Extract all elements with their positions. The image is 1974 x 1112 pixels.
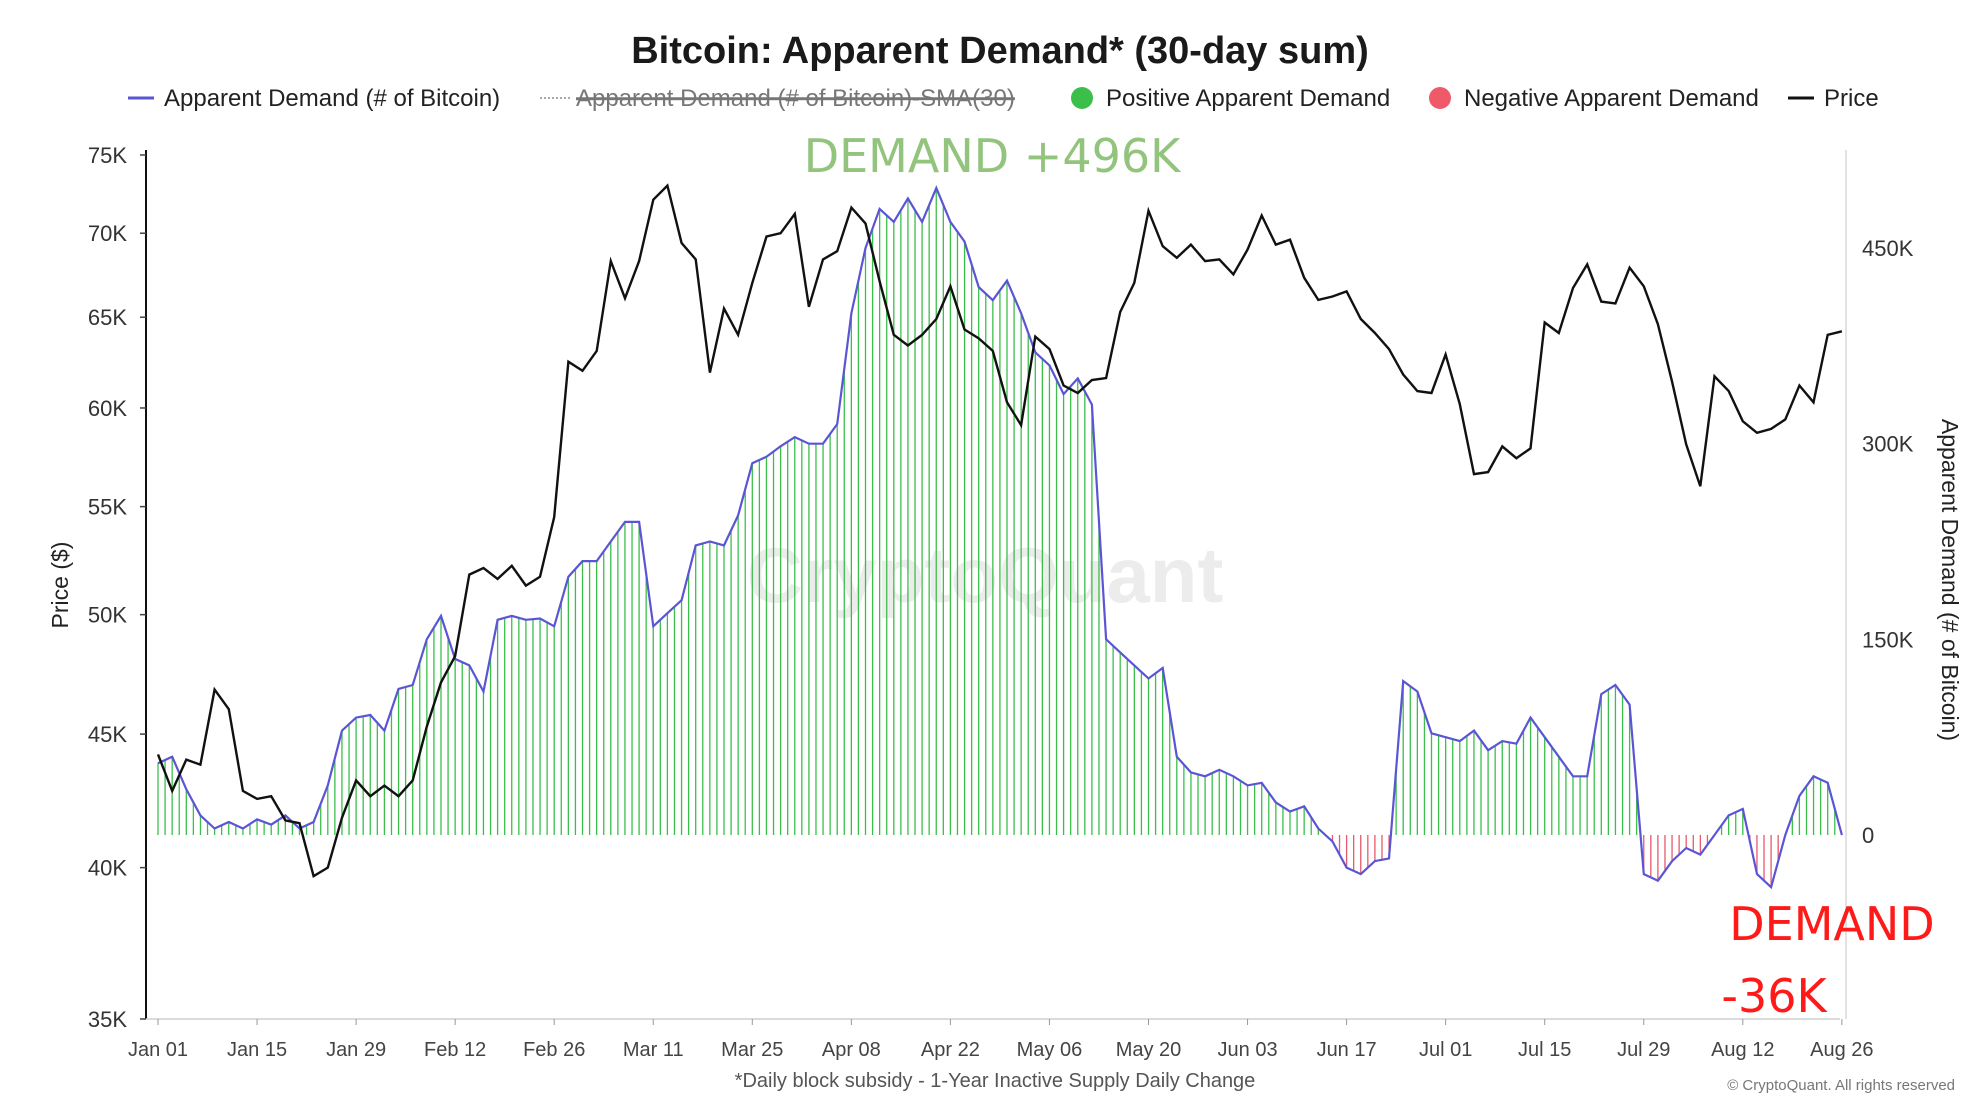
right-axis-ticks: 450K 300K 150K 0	[1862, 236, 1914, 848]
x-tick-label: Feb 12	[424, 1039, 486, 1061]
x-tick-label: Jan 01	[128, 1039, 188, 1061]
left-tick-label: 70K	[88, 221, 127, 246]
legend-item-1[interactable]: Apparent Demand (# of Bitcoin)-SMA(30)	[540, 85, 1015, 112]
copyright: © CryptoQuant. All rights reserved	[1727, 1077, 1955, 1094]
legend-label: Negative Apparent Demand	[1464, 85, 1759, 112]
left-tick-label: 60K	[88, 396, 127, 421]
legend-label: Positive Apparent Demand	[1106, 85, 1390, 112]
x-tick-label: May 20	[1116, 1039, 1182, 1061]
x-tick-label: May 06	[1017, 1039, 1083, 1061]
right-axis-title: Apparent Demand (# of Bitcoin)	[1937, 419, 1963, 741]
apparent-demand-line	[157, 185, 1843, 890]
x-tick-label: Aug 26	[1810, 1039, 1873, 1061]
x-tick-label: Jul 29	[1617, 1039, 1670, 1061]
x-tick-label: Mar 11	[623, 1039, 684, 1061]
annotation-2: -36K	[1721, 969, 1828, 1023]
right-tick-label: 300K	[1862, 432, 1914, 457]
annotation-1: DEMAND	[1729, 897, 1934, 951]
x-tick-label: Jan 29	[326, 1039, 386, 1061]
annotations: DEMAND +496K DEMAND -36K	[804, 129, 1935, 1023]
right-tick-label: 150K	[1862, 627, 1914, 652]
footnote: *Daily block subsidy - 1-Year Inactive S…	[735, 1070, 1256, 1092]
legend-item-2[interactable]: Positive Apparent Demand	[1071, 85, 1390, 112]
left-tick-label: 50K	[88, 603, 127, 628]
annotation-0: DEMAND +496K	[804, 129, 1182, 183]
x-tick-label: Mar 25	[721, 1039, 783, 1061]
left-axis-ticks: 75K 70K 65K 60K 55K 50K 45K 40K 35K	[88, 143, 146, 1032]
price-line	[156, 183, 1843, 879]
left-tick-label: 40K	[88, 856, 127, 881]
legend-label: Price	[1824, 85, 1879, 112]
left-tick-label: 75K	[88, 143, 127, 168]
legend-item-3[interactable]: Negative Apparent Demand	[1429, 85, 1759, 112]
x-tick-label: Jun 17	[1317, 1039, 1377, 1061]
x-tick-label: Apr 22	[921, 1039, 980, 1061]
left-tick-label: 65K	[88, 305, 127, 330]
x-axis-ticks: Jan 01 Jan 15 Jan 29 Feb 12 Feb 26 Mar 11 Mar …	[128, 1019, 1874, 1061]
left-tick-label: 45K	[88, 722, 127, 747]
legend-swatch	[1429, 87, 1451, 109]
x-tick-label: Jul 01	[1419, 1039, 1472, 1061]
demand-bars	[157, 187, 1836, 888]
legend-item-4[interactable]: Price	[1788, 85, 1879, 112]
watermark: CryptoQuant	[747, 531, 1224, 619]
legend-swatch	[1071, 87, 1093, 109]
x-tick-label: Aug 12	[1711, 1039, 1774, 1061]
x-tick-label: Apr 08	[822, 1039, 881, 1061]
chart-title: Bitcoin: Apparent Demand* (30-day sum)	[631, 30, 1369, 72]
right-tick-label: 0	[1862, 823, 1874, 848]
left-tick-label: 35K	[88, 1007, 127, 1032]
legend-item-0[interactable]: Apparent Demand (# of Bitcoin)	[128, 85, 500, 112]
x-tick-label: Feb 26	[523, 1039, 585, 1061]
legend-label: Apparent Demand (# of Bitcoin)	[164, 85, 500, 112]
x-tick-label: Jul 15	[1518, 1039, 1571, 1061]
legend: Apparent Demand (# of Bitcoin) Apparent D…	[128, 85, 1879, 112]
x-tick-label: Jan 15	[227, 1039, 287, 1061]
right-tick-label: 450K	[1862, 236, 1914, 261]
left-axis-title: Price ($)	[47, 542, 73, 629]
x-tick-label: Jun 03	[1218, 1039, 1278, 1061]
left-tick-label: 55K	[88, 495, 127, 520]
